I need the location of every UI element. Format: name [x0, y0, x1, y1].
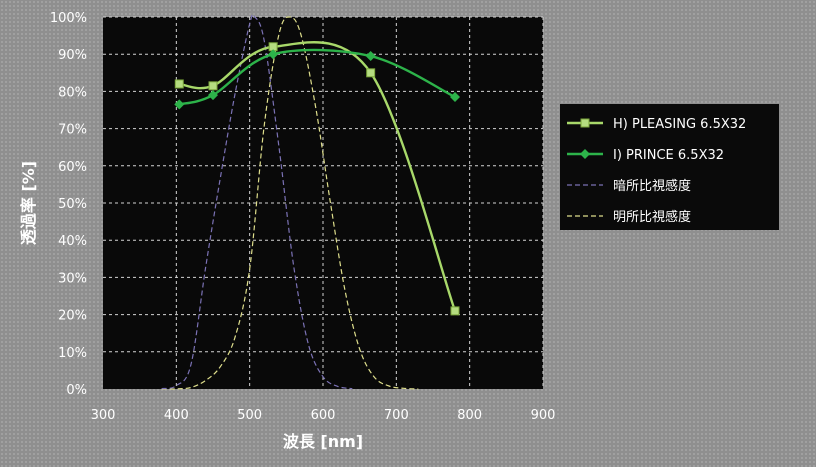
legend: H) PLEASING 6.5X32 I) PRINCE 6.5X32 暗所比視感度… — [560, 104, 779, 230]
y-tick-label: 50% — [58, 197, 87, 212]
legend-label: 明所比視感度 — [613, 209, 691, 225]
x-axis-title: 波長 [nm] — [283, 432, 363, 451]
y-tick-label: 10% — [58, 346, 87, 361]
data-point — [366, 68, 376, 78]
x-tick-label: 900 — [531, 408, 556, 423]
x-tick-label: 800 — [457, 408, 482, 423]
data-point — [208, 90, 218, 101]
y-tick-label: 70% — [58, 123, 87, 138]
series-line — [161, 13, 353, 390]
series-line — [178, 48, 456, 106]
y-tick-label: 20% — [58, 309, 87, 324]
legend-label: I) PRINCE 6.5X32 — [613, 148, 724, 163]
x-axis-ticks: 300 400 500 600 700 800 900 — [91, 408, 556, 423]
legend-box — [560, 104, 779, 230]
x-tick-label: 600 — [311, 408, 336, 423]
y-tick-label: 80% — [58, 85, 87, 100]
y-axis-ticks: 0% 10% 20% 30% 40% 50% 60% 70% 80% 90% 100% — [50, 11, 87, 398]
y-tick-label: 60% — [58, 160, 87, 175]
data-point — [174, 79, 184, 89]
legend-marker — [580, 118, 590, 128]
y-tick-label: 100% — [50, 11, 87, 26]
y-tick-label: 30% — [58, 271, 87, 286]
x-tick-label: 700 — [384, 408, 409, 423]
grid — [103, 16, 544, 389]
data-point — [450, 306, 460, 316]
y-tick-label: 40% — [58, 234, 87, 249]
data-point — [208, 81, 218, 91]
y-axis-title: 透過率 [%] — [19, 161, 38, 245]
y-tick-label: 90% — [58, 48, 87, 63]
data-point — [450, 91, 460, 102]
y-tick-label: 0% — [66, 383, 87, 398]
data-point — [268, 49, 279, 60]
x-tick-label: 400 — [164, 408, 189, 423]
series-line — [161, 16, 419, 390]
data-point — [365, 51, 376, 62]
data-point — [174, 99, 185, 110]
series-lines — [161, 13, 460, 390]
legend-marker — [580, 149, 590, 159]
legend-label: H) PLEASING 6.5X32 — [613, 117, 746, 132]
x-tick-label: 500 — [237, 408, 262, 423]
x-tick-label: 300 — [91, 408, 116, 423]
legend-label: 暗所比視感度 — [613, 178, 691, 194]
